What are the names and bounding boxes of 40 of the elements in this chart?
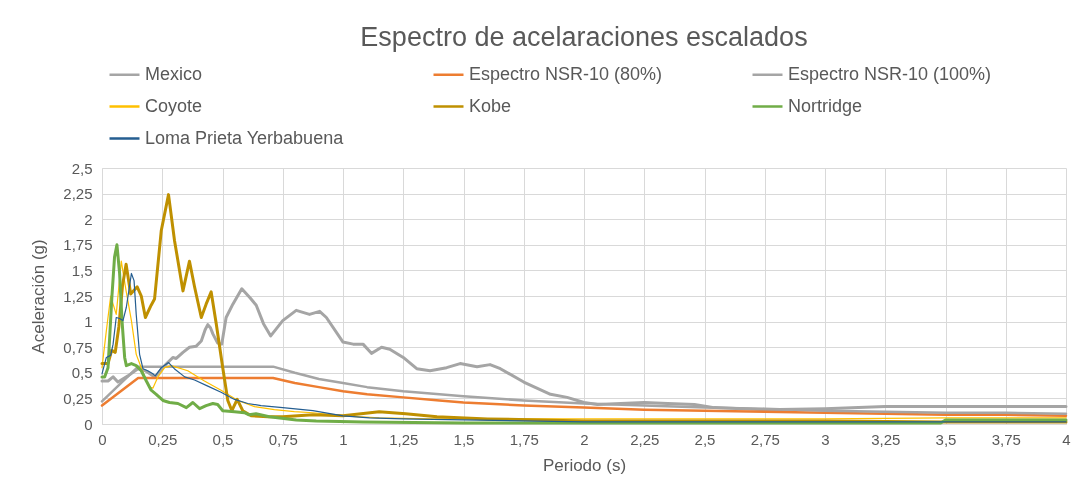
x-tick-label: 0,5 xyxy=(212,430,234,448)
x-tick-label: 1,5 xyxy=(453,430,475,448)
y-tick-label: 0 xyxy=(84,415,93,433)
y-tick-label: 1 xyxy=(84,313,93,331)
legend-label: Kobe xyxy=(469,95,512,116)
y-tick-label: 0,25 xyxy=(63,389,93,407)
x-tick-label: 1 xyxy=(339,430,348,448)
y-tick-label: 0,5 xyxy=(71,364,93,382)
x-tick-label: 3 xyxy=(821,430,830,448)
y-tick-label: 2,5 xyxy=(71,159,93,177)
x-axis-title: Periodo (s) xyxy=(542,455,627,475)
line-series xyxy=(100,376,1068,418)
legend-label: Coyote xyxy=(145,95,203,116)
y-axis-title: Aceleración (g) xyxy=(29,239,49,354)
x-tick-label: 1,75 xyxy=(509,430,539,448)
line-series xyxy=(100,287,1068,412)
y-tick-label: 2 xyxy=(84,210,93,228)
x-tick-label: 2,5 xyxy=(694,430,716,448)
y-tick-label: 0,75 xyxy=(63,338,93,356)
y-tick-label: 1,75 xyxy=(63,236,93,254)
x-tick-label: 1,25 xyxy=(389,430,419,448)
y-tick-label: 1,5 xyxy=(71,261,93,279)
x-tick-label: 2,75 xyxy=(750,430,780,448)
x-tick-label: 3,75 xyxy=(991,430,1021,448)
legend-label: Espectro NSR-10 (100%) xyxy=(788,63,992,84)
x-tick-label: 0,75 xyxy=(268,430,298,448)
legend-label: Nortridge xyxy=(788,95,863,116)
x-tick-label: 3,25 xyxy=(871,430,901,448)
legend-label: Mexico xyxy=(145,63,203,84)
x-tick-label: 0 xyxy=(98,430,107,448)
x-tick-label: 0,25 xyxy=(148,430,178,448)
legend-label: Espectro NSR-10 (80%) xyxy=(469,63,663,84)
x-tick-label: 2 xyxy=(580,430,589,448)
x-tick-label: 4 xyxy=(1062,430,1071,448)
legend-label: Loma Prieta Yerbabuena xyxy=(145,127,345,148)
y-tick-label: 2,25 xyxy=(63,185,93,203)
chart-title: Espectro de acelaraciones escalados xyxy=(360,22,808,52)
x-tick-label: 2,25 xyxy=(630,430,660,448)
x-tick-label: 3,5 xyxy=(935,430,957,448)
y-tick-label: 1,25 xyxy=(63,287,93,305)
